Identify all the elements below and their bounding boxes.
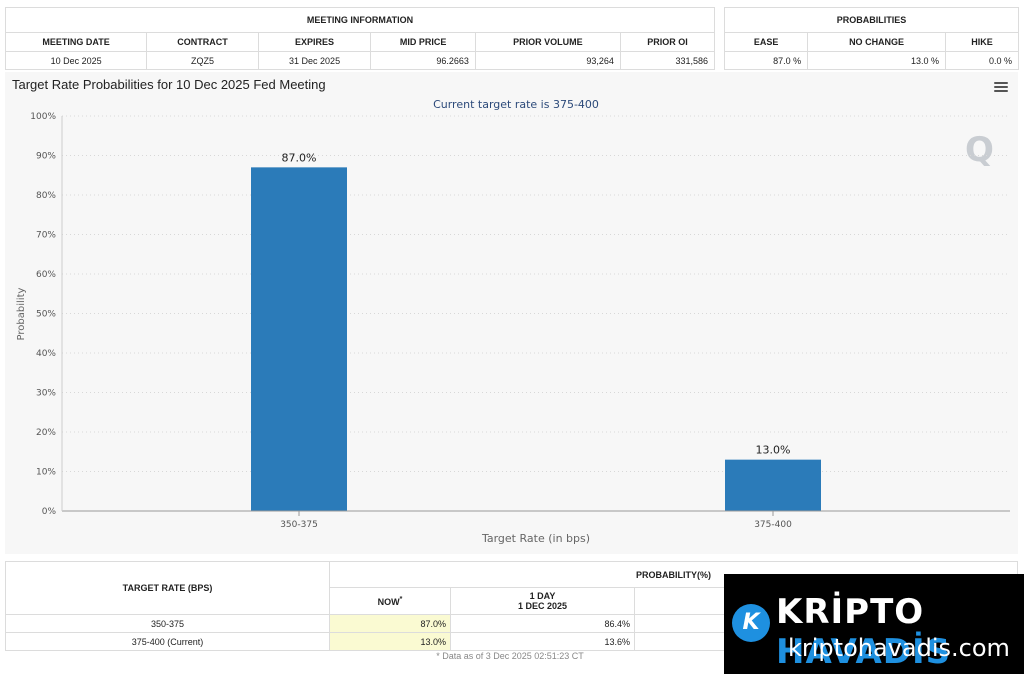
prior-volume-value: 93,264 — [474, 51, 621, 70]
y-tick-label: 40% — [36, 349, 56, 359]
now-cell: 13.0% — [329, 632, 451, 651]
quikstrike-watermark: Q — [965, 130, 994, 170]
chart-title: Target Rate Probabilities for 10 Dec 202… — [12, 77, 326, 92]
y-tick-label: 0% — [42, 507, 57, 517]
target-rate-header: TARGET RATE (BPS) — [5, 561, 330, 615]
probabilities-table: PROBABILITIES EASE NO CHANGE HIKE 87.0 %… — [723, 7, 1019, 70]
meeting-information-table: MEETING INFORMATION MEETING DATE CONTRAC… — [4, 7, 716, 70]
y-tick-label: 80% — [36, 191, 56, 201]
chart-subtitle: Current target rate is 375-400 — [433, 98, 599, 111]
brand-url: kriptohavadis.com — [788, 634, 1010, 662]
mid-price-value: 96.2663 — [370, 51, 476, 70]
data-label: 87.0% — [282, 151, 317, 164]
meeting-date-value: 10 Dec 2025 — [4, 51, 148, 70]
bar-350-375 — [251, 167, 347, 511]
brand-name: KRİPTO HAVADİS — [776, 592, 952, 672]
data-timestamp-footnote: * Data as of 3 Dec 2025 02:51:23 CT — [436, 651, 584, 661]
y-tick-label: 70% — [36, 231, 56, 241]
expires-value: 31 Dec 2025 — [257, 51, 372, 70]
brand-banner: K KRİPTO HAVADİS kriptohavadis.com — [724, 574, 1024, 674]
expires-header: EXPIRES — [257, 32, 372, 52]
data-label: 13.0% — [756, 444, 791, 457]
y-axis-label: Probability — [16, 287, 27, 340]
bar-375-400 — [725, 459, 821, 511]
contract-header: CONTRACT — [146, 32, 259, 52]
y-tick-label: 30% — [36, 389, 56, 399]
y-tick-label: 100% — [30, 112, 56, 122]
brand-logo-icon: K — [732, 604, 770, 642]
now-asterisk: * — [399, 595, 403, 603]
y-tick-label: 50% — [36, 310, 56, 320]
now-column-header: NOW* — [329, 587, 451, 615]
ease-value: 87.0 % — [723, 51, 809, 70]
mid-price-header: MID PRICE — [370, 32, 476, 52]
x-axis-label: Target Rate (in bps) — [481, 532, 590, 545]
probabilities-title: PROBABILITIES — [724, 7, 1019, 33]
prior-volume-header: PRIOR VOLUME — [474, 32, 621, 52]
y-tick-label: 90% — [36, 152, 56, 162]
hamburger-menu-icon[interactable] — [994, 82, 1008, 92]
meeting-date-header: MEETING DATE — [4, 32, 148, 52]
one-day-cell: 13.6% — [450, 632, 635, 651]
meeting-information-title: MEETING INFORMATION — [5, 7, 715, 33]
x-tick-label: 350-375 — [280, 520, 318, 530]
hike-value: 0.0 % — [945, 51, 1019, 70]
one-day-column-header: 1 DAY 1 DEC 2025 — [450, 587, 635, 615]
hike-header: HIKE — [945, 32, 1019, 52]
x-tick-label: 375-400 — [754, 520, 792, 530]
now-cell: 87.0% — [329, 614, 451, 633]
one-day-cell: 86.4% — [450, 614, 635, 633]
y-tick-label: 60% — [36, 270, 56, 280]
ease-header: EASE — [723, 32, 809, 52]
prior-oi-header: PRIOR OI — [619, 32, 716, 52]
contract-value: ZQZ5 — [146, 51, 259, 70]
rate-cell: 375-400 (Current) — [5, 632, 330, 651]
y-tick-label: 10% — [36, 468, 56, 478]
no-change-value: 13.0 % — [807, 51, 946, 70]
y-tick-label: 20% — [36, 428, 56, 438]
prior-oi-value: 331,586 — [619, 51, 716, 70]
chart-panel: Target Rate Probabilities for 10 Dec 202… — [5, 72, 1018, 554]
bar-chart: Current target rate is 375-400 0% 10% 20% 3… — [16, 98, 1010, 545]
rate-cell: 350-375 — [5, 614, 330, 633]
no-change-header: NO CHANGE — [807, 32, 946, 52]
